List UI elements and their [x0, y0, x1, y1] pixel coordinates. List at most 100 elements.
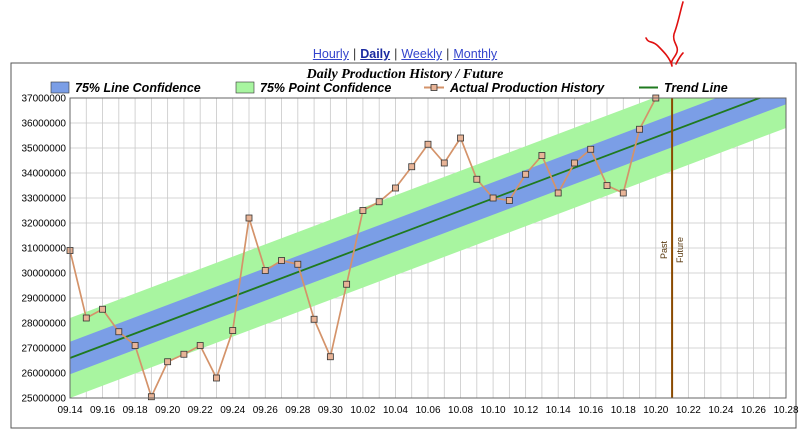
past-future-divider-group: Past Future [659, 98, 685, 398]
hourly-link[interactable]: Hourly [312, 47, 349, 61]
x-tick-label: 10.12 [513, 405, 538, 416]
line-confidence-band [70, 98, 786, 375]
data-point-marker [180, 350, 188, 358]
x-tick-label: 09.14 [57, 405, 82, 416]
x-tick-label: 10.06 [415, 405, 440, 416]
data-point-marker [310, 315, 318, 323]
chart-legend: 75% Line Confidence 75% Point Confidence… [50, 81, 728, 95]
data-point-marker [196, 342, 204, 349]
y-tick-label: 37000000 [22, 94, 67, 105]
x-tick-label: 10.18 [611, 405, 636, 416]
y-axis: 25000000 26000000 27000000 28000000 29000000… [22, 94, 67, 405]
y-tick-label: 27000000 [22, 344, 67, 355]
weekly-link[interactable]: Weekly [401, 47, 443, 61]
y-tick-label: 33000000 [22, 194, 67, 205]
legend-label-actual: Actual Production History [449, 81, 605, 95]
x-tick-label: 09.16 [90, 405, 115, 416]
series-actual-production [66, 94, 660, 401]
data-point-marker [457, 134, 464, 142]
y-tick-label: 35000000 [22, 144, 67, 155]
data-point-marker [489, 194, 497, 202]
y-tick-label: 36000000 [22, 119, 67, 130]
data-point-marker [359, 207, 367, 214]
data-point-marker [473, 175, 481, 183]
nav-separator: | [352, 47, 357, 61]
y-tick-label: 31000000 [22, 244, 67, 255]
data-point-marker [343, 280, 351, 288]
data-point-marker [82, 314, 90, 322]
legend-swatch-point-confidence [235, 81, 255, 94]
data-point-marker [326, 353, 334, 361]
data-point-marker [522, 170, 530, 178]
trend-line-group [70, 98, 763, 359]
legend-marker-actual [430, 84, 438, 91]
x-tick-label: 10.10 [481, 405, 506, 416]
period-nav: Hourly | Daily | Weekly | Monthly [0, 47, 810, 61]
x-tick-label: 10.08 [448, 405, 473, 416]
x-tick-label: 10.14 [546, 405, 571, 416]
x-tick-label: 09.26 [253, 405, 278, 416]
data-point-marker [424, 140, 432, 148]
x-axis: 09.14 09.16 09.18 09.20 09.22 09.24 09.26 09.28… [57, 405, 798, 416]
point-confidence-band [70, 98, 786, 398]
data-point-marker [587, 145, 595, 153]
legend-label-line-confidence: 75% Line Confidence [75, 81, 201, 95]
data-point-marker [99, 305, 106, 313]
nav-separator: | [394, 47, 398, 61]
data-point-marker [392, 184, 399, 192]
y-tick-label: 26000000 [22, 369, 67, 380]
trend-line [70, 98, 763, 359]
x-tick-label: 10.28 [773, 405, 798, 416]
x-tick-label: 09.20 [155, 405, 180, 416]
future-label: Future [675, 237, 685, 263]
x-tick-label: 09.28 [285, 405, 310, 416]
daily-link[interactable]: Daily [360, 47, 391, 61]
chart-title: Daily Production History / Future [306, 67, 504, 82]
y-tick-label: 29000000 [22, 294, 67, 305]
y-tick-label: 32000000 [22, 219, 67, 230]
data-point-marker [538, 152, 546, 159]
legend-label-point-confidence: 75% Point Confidence [260, 81, 391, 95]
confidence-bands [70, 98, 786, 398]
nav-separator: | [446, 47, 450, 61]
data-point-marker [505, 197, 513, 204]
data-point-marker [131, 342, 139, 349]
y-tick-label: 34000000 [22, 169, 67, 180]
data-point-marker [261, 267, 269, 274]
monthly-link[interactable]: Monthly [453, 47, 498, 61]
x-tick-label: 09.30 [318, 405, 343, 416]
data-point-marker [245, 214, 253, 222]
data-point-marker [636, 125, 643, 133]
data-point-marker [603, 182, 611, 189]
data-point-marker [115, 328, 123, 336]
y-tick-label: 25000000 [22, 394, 67, 405]
data-point-marker [440, 159, 448, 167]
data-point-marker [213, 374, 220, 382]
data-point-marker [619, 189, 627, 197]
data-point-marker [408, 163, 416, 171]
data-point-marker [164, 358, 172, 366]
data-point-marker [554, 189, 562, 197]
x-tick-label: 10.04 [383, 405, 408, 416]
x-tick-label: 10.02 [350, 405, 375, 416]
x-tick-label: 09.24 [220, 405, 245, 416]
x-tick-label: 09.18 [123, 405, 148, 416]
x-tick-label: 10.26 [741, 405, 766, 416]
data-point-marker [147, 393, 155, 401]
y-tick-label: 28000000 [22, 319, 67, 330]
plot-area-border [69, 97, 787, 399]
x-tick-label: 09.22 [188, 405, 213, 416]
red-arrow-annotation [645, 1, 684, 67]
x-tick-label: 10.22 [676, 405, 701, 416]
legend-label-trend: Trend Line [664, 81, 728, 95]
x-tick-label: 10.20 [643, 405, 668, 416]
legend-swatch-line-confidence [50, 81, 70, 94]
y-tick-label: 30000000 [22, 269, 67, 280]
x-tick-label: 10.16 [578, 405, 603, 416]
data-point-marker [571, 159, 578, 167]
data-point-marker [294, 260, 302, 268]
x-tick-label: 10.24 [708, 405, 733, 416]
data-point-marker [375, 198, 383, 206]
data-point-marker [229, 327, 237, 334]
